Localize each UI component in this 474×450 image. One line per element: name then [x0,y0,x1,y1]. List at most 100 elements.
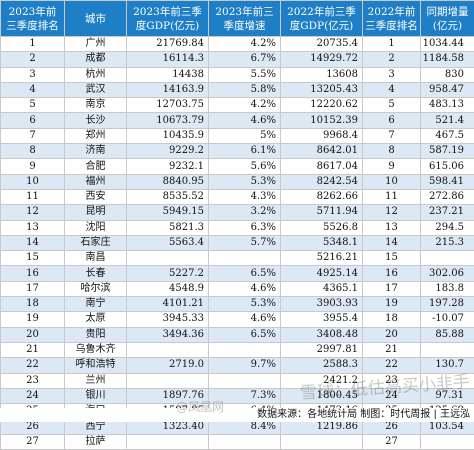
cell-rank-2023: 24 [1,388,65,403]
cell-rank-2022: 14 [363,235,421,250]
header-city-label: 城市 [85,13,106,25]
cell-gdp-2023 [127,373,209,388]
cell-city: 武汉 [65,82,127,97]
cell-increase: 1034.44 [421,37,474,52]
cell-rank-2022: 8 [363,144,421,159]
cell-gdp-2023: 3494.36 [127,327,209,342]
cell-city: 太原 [65,312,127,327]
header-rank-2023-label: 2023年前三季度排名 [5,5,61,33]
cell-rank-2022: 15 [363,251,421,266]
cell-rank-2023: 4 [1,82,65,97]
cell-rank-2022: 20 [363,327,421,342]
cell-gdp-2023: 16114.3 [127,52,209,67]
cell-gdp-2023: 2719.0 [127,358,209,373]
cell-rank-2023: 18 [1,297,65,312]
cell-growth-2023 [209,342,281,357]
header-gdp-2022: 2022年前三季度GDP(亿元) [281,1,363,37]
cell-increase: 237.21 [421,205,474,220]
cell-rank-2022: 2 [363,52,421,67]
cell-growth-2023: 4.2% [209,37,281,52]
cell-rank-2023: 14 [1,235,65,250]
header-gdp-2023: 2023年前三季度GDP(亿元) [127,1,209,37]
cell-growth-2023 [209,251,281,266]
cell-rank-2023: 27 [1,434,65,449]
cell-gdp-2022: 8242.54 [281,174,363,189]
header-row: 2023年前三季度排名 城市 2023年前三季度GDP(亿元) 2023年前三季… [1,1,474,37]
cell-rank-2023: 13 [1,220,65,235]
cell-growth-2023: 5.8% [209,82,281,97]
cell-rank-2023: 10 [1,174,65,189]
cell-growth-2023: 4.3% [209,189,281,204]
cell-rank-2022: 7 [363,128,421,143]
cell-increase: 587.19 [421,144,474,159]
cell-increase: 958.47 [421,82,474,97]
cell-growth-2023: 5.3% [209,174,281,189]
cell-gdp-2023 [127,251,209,266]
header-rank-2023: 2023年前三季度排名 [1,1,65,37]
cell-gdp-2023: 5821.3 [127,220,209,235]
cell-rank-2023: 23 [1,373,65,388]
cell-city: 广州 [65,37,127,52]
cell-rank-2022: 3 [363,67,421,82]
cell-rank-2023: 7 [1,128,65,143]
cell-rank-2023: 3 [1,67,65,82]
cell-increase: 598.41 [421,174,474,189]
cell-gdp-2023: 9229.2 [127,144,209,159]
cell-increase [421,251,474,266]
cell-city: 乌鲁木齐 [65,342,127,357]
cell-rank-2022: 12 [363,205,421,220]
cell-gdp-2022: 3903.93 [281,297,363,312]
cell-rank-2022: 17 [363,281,421,296]
cell-city: 合肥 [65,159,127,174]
cell-gdp-2023: 14163.9 [127,82,209,97]
cell-gdp-2022: 8617.04 [281,159,363,174]
cell-gdp-2023 [127,342,209,357]
cell-growth-2023: 9.7% [209,358,281,373]
cell-increase: -10.07 [421,312,474,327]
cell-gdp-2023: 10673.79 [127,113,209,128]
cell-city: 南昌 [65,251,127,266]
cell-growth-2023 [209,373,281,388]
cell-increase: 615.06 [421,159,474,174]
cell-gdp-2022: 5711.94 [281,205,363,220]
cell-increase: 830 [421,67,474,82]
cell-city: 南京 [65,98,127,113]
cell-gdp-2022 [281,434,363,449]
cell-increase: 183.8 [421,281,474,296]
cell-rank-2023: 2 [1,52,65,67]
cell-growth-2023: 4.6% [209,312,281,327]
cell-city: 银川 [65,388,127,403]
header-rank-2022: 2022年前三季度排名 [363,1,421,37]
cell-growth-2023: 5.6% [209,159,281,174]
cell-growth-2023: 4.2% [209,98,281,113]
cell-gdp-2023: 4548.9 [127,281,209,296]
cell-city: 沈阳 [65,220,127,235]
cell-rank-2023: 20 [1,327,65,342]
cell-increase: 130.7 [421,358,474,373]
cell-gdp-2022: 3408.48 [281,327,363,342]
header-gdp-2023-label: 2023年前三季度GDP(亿元) [129,5,207,33]
cell-rank-2023: 15 [1,251,65,266]
cell-rank-2022: 16 [363,266,421,281]
cell-gdp-2023: 3945.33 [127,312,209,327]
header-growth-2023-label: 2023年前三季度增速 [212,5,278,33]
cell-rank-2022: 11 [363,189,421,204]
header-growth-2023: 2023年前三季度增速 [209,1,281,37]
cell-rank-2022: 1 [363,37,421,52]
cell-city: 南宁 [65,297,127,312]
cell-city: 石家庄 [65,235,127,250]
cell-increase [421,342,474,357]
cell-rank-2022: 10 [363,174,421,189]
cell-rank-2023: 17 [1,281,65,296]
cell-increase: 467.5 [421,128,474,143]
cell-rank-2023: 11 [1,189,65,204]
cell-growth-2023: 5.3% [209,297,281,312]
cell-gdp-2023: 21769.84 [127,37,209,52]
